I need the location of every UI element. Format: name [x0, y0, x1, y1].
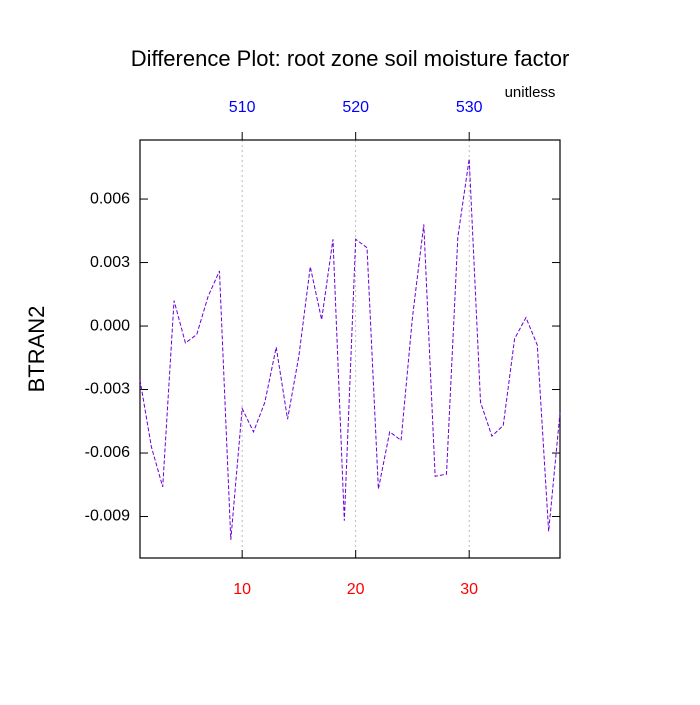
x2-tick-label: 530	[456, 99, 483, 116]
y-tick-label: 0.003	[90, 254, 130, 271]
y-tick-label: 0.006	[90, 190, 130, 207]
y-tick-label: -0.006	[85, 444, 130, 461]
chart-title: Difference Plot: root zone soil moisture…	[131, 46, 570, 71]
y-tick-label: -0.009	[85, 508, 130, 525]
x2-tick-label: 520	[342, 99, 369, 116]
units-label: unitless	[505, 84, 556, 101]
plot-frame	[139, 139, 561, 559]
x-tick-label: 30	[460, 581, 478, 598]
x2-tick-label: 510	[229, 99, 256, 116]
y-axis-title: BTRAN2	[24, 306, 49, 393]
y-tick-label: -0.003	[85, 381, 130, 398]
y-tick-label: 0.000	[90, 317, 130, 334]
x-tick-label: 10	[233, 581, 251, 598]
x-tick-label: 20	[347, 581, 365, 598]
data-line	[139, 158, 561, 540]
